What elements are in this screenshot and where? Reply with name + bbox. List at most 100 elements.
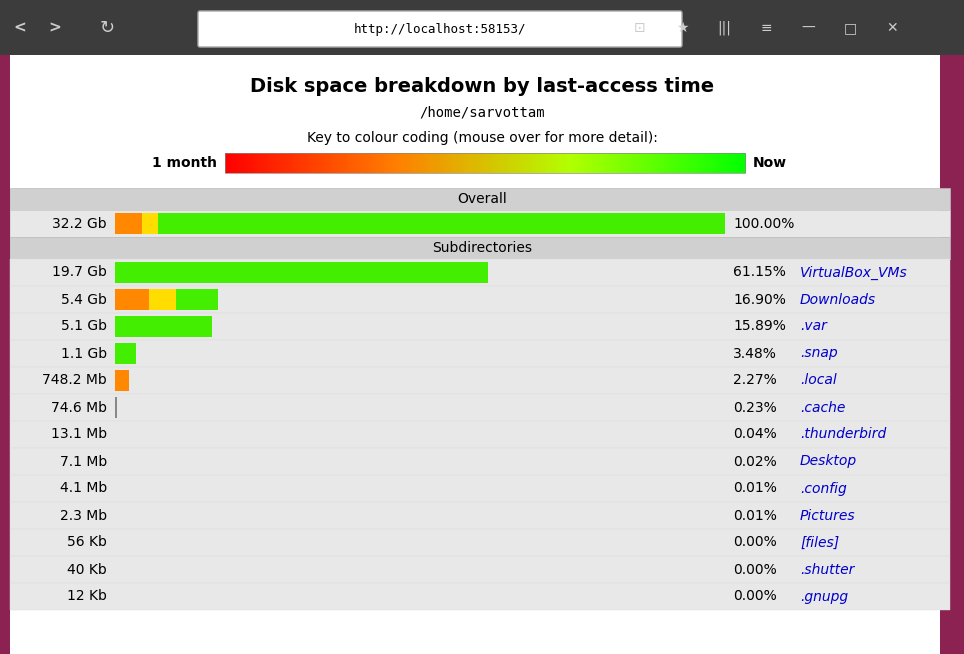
Bar [280, 153, 283, 173]
Bar [290, 153, 294, 173]
Bar [433, 153, 437, 173]
Bar [115, 213, 143, 234]
Bar [306, 153, 309, 173]
Bar [381, 153, 385, 173]
Bar [115, 262, 488, 283]
Text: 7.1 Mb: 7.1 Mb [60, 455, 107, 468]
Text: 100.00%: 100.00% [733, 216, 794, 230]
Bar [638, 153, 642, 173]
Bar [704, 153, 707, 173]
Bar [420, 153, 423, 173]
Bar [630, 153, 634, 173]
Bar [667, 153, 671, 173]
Bar [238, 153, 242, 173]
Bar [332, 153, 335, 173]
Text: Overall: Overall [457, 192, 507, 206]
Bar [719, 153, 723, 173]
Bar [10, 394, 950, 421]
Bar [225, 153, 228, 173]
Bar [540, 153, 543, 173]
Bar [545, 153, 549, 173]
Bar [362, 153, 366, 173]
Bar [742, 153, 746, 173]
Bar [384, 153, 388, 173]
Bar [672, 153, 676, 173]
Bar [10, 237, 950, 259]
Text: ⊡: ⊡ [634, 21, 646, 35]
Bar [284, 153, 288, 173]
Text: 2.27%: 2.27% [733, 373, 777, 388]
Bar [410, 153, 414, 173]
Bar [228, 153, 231, 173]
Bar [656, 153, 660, 173]
Bar [446, 153, 449, 173]
Bar [254, 153, 257, 173]
Text: 15.89%: 15.89% [733, 320, 786, 334]
Bar [361, 153, 363, 173]
Text: 12 Kb: 12 Kb [67, 589, 107, 604]
Bar [641, 153, 645, 173]
Bar [10, 188, 950, 210]
Bar [477, 153, 481, 173]
Bar [690, 153, 694, 173]
Bar [258, 153, 262, 173]
Bar [243, 153, 247, 173]
Bar [550, 153, 553, 173]
Text: ≡: ≡ [761, 21, 772, 35]
Bar [327, 153, 330, 173]
Bar [680, 153, 683, 173]
Bar [329, 153, 333, 173]
Bar [662, 153, 665, 173]
Bar [370, 153, 374, 173]
Bar [493, 153, 496, 173]
Bar [293, 153, 296, 173]
Bar [148, 289, 176, 310]
Bar [246, 153, 250, 173]
Text: 0.23%: 0.23% [733, 400, 777, 415]
Bar [10, 340, 950, 367]
Bar [618, 153, 621, 173]
Bar [399, 153, 403, 173]
Bar [636, 153, 639, 173]
Text: ↻: ↻ [99, 19, 115, 37]
Bar [508, 153, 512, 173]
Bar [282, 153, 285, 173]
Bar [235, 153, 239, 173]
Bar [10, 475, 950, 502]
Bar [10, 421, 950, 448]
Bar [10, 529, 950, 556]
Text: .snap: .snap [800, 347, 838, 360]
Bar [675, 153, 679, 173]
Bar [321, 153, 325, 173]
Bar [612, 153, 616, 173]
Bar [602, 153, 605, 173]
Bar [462, 153, 466, 173]
Bar [277, 153, 281, 173]
Bar [454, 153, 457, 173]
Text: 5.4 Gb: 5.4 Gb [61, 292, 107, 307]
Bar [10, 210, 950, 237]
Bar [737, 153, 740, 173]
Bar [459, 153, 463, 173]
Bar [646, 153, 650, 173]
Bar [376, 153, 380, 173]
Text: .thunderbird: .thunderbird [800, 428, 886, 441]
Bar [373, 153, 377, 173]
Bar [610, 153, 613, 173]
Text: 1 month: 1 month [152, 156, 217, 170]
Bar [448, 153, 452, 173]
Bar [652, 153, 655, 173]
Text: 0.04%: 0.04% [733, 428, 777, 441]
Bar [727, 153, 731, 173]
Bar [503, 153, 507, 173]
Bar [441, 153, 444, 173]
Bar [581, 153, 585, 173]
Text: 19.7 Gb: 19.7 Gb [52, 266, 107, 279]
Bar [301, 153, 304, 173]
Bar [563, 153, 567, 173]
Bar [592, 153, 595, 173]
Bar [115, 370, 129, 391]
Text: <: < [13, 20, 26, 35]
Bar [417, 153, 421, 173]
Text: 1.1 Gb: 1.1 Gb [61, 347, 107, 360]
